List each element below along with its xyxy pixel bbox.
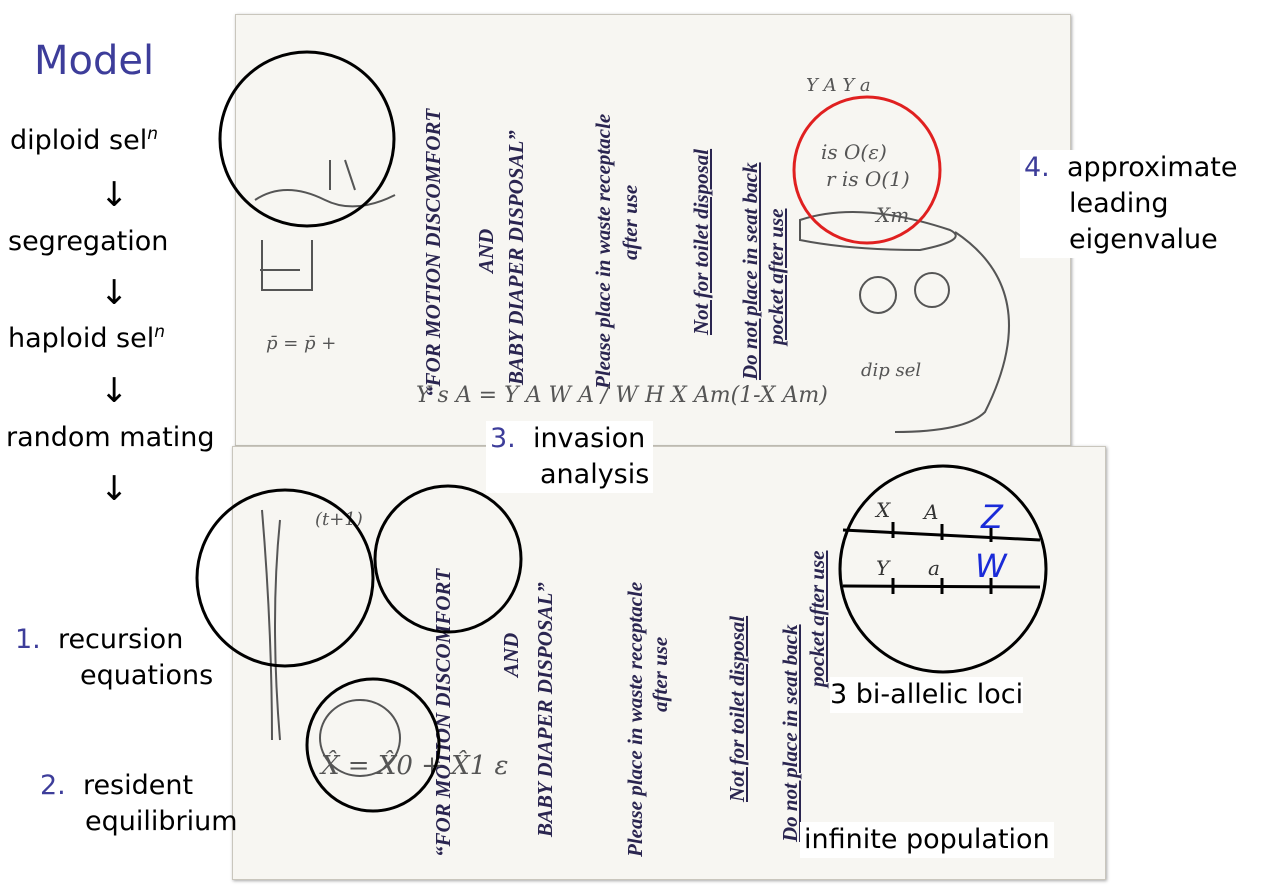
flow-arrow-down-icon: ↓ xyxy=(100,371,129,411)
step-4: 4. approximate leading eigenvalue xyxy=(1020,150,1242,258)
flow-diploid: diploid seln xyxy=(10,124,158,156)
circle-loci xyxy=(838,464,1048,674)
handwritten-dipsel: dip sel xyxy=(861,360,922,381)
circle-diploid-cell xyxy=(218,50,396,228)
population-label: infinite population xyxy=(800,822,1054,858)
loci-caption: 3 bi-allelic loci xyxy=(830,677,1024,713)
locus-label-w: W xyxy=(975,547,1007,585)
step-1: 1. recursion equations xyxy=(15,624,214,691)
flow-arrow-down-icon: ↓ xyxy=(100,175,129,215)
handwritten-eps: is O(ε) xyxy=(821,140,887,164)
locus-label-y: Y xyxy=(876,556,890,580)
locus-label-x: X xyxy=(876,498,891,522)
slide-title: Model xyxy=(34,38,155,84)
locus-label-a-lower: a xyxy=(928,556,940,580)
handwritten-alleles: Y A Y a xyxy=(806,75,871,96)
flow-arrow-down-icon: ↓ xyxy=(100,469,129,509)
step-2: 2. resident equilibrium xyxy=(40,770,238,837)
bag-photo-bottom: “FOR MOTION DISCOMFORT AND BABY DIAPER D… xyxy=(232,446,1106,880)
circle-recursion xyxy=(195,488,375,668)
step-3: 3. invasion analysis xyxy=(486,421,654,493)
handwritten-r: r is O(1) xyxy=(826,167,910,191)
handwritten-equation: Y s A = Y A W A / W H X Am(1-X Am) xyxy=(416,383,828,408)
locus-label-a-upper: A xyxy=(924,500,939,524)
scribble-marks xyxy=(254,159,1010,777)
circle-equilibrium xyxy=(305,677,441,813)
handwritten-pbar: p̄ = p̄ + xyxy=(266,333,337,354)
handwritten-t1: (t+1) xyxy=(315,509,363,530)
circle-invasion xyxy=(373,484,523,634)
flow-haploid: haploid seln xyxy=(8,322,166,354)
chromosome-lines xyxy=(842,522,1041,594)
flow-arrow-down-icon: ↓ xyxy=(100,273,129,313)
locus-label-z: Z xyxy=(981,498,1003,536)
flow-segregation: segregation xyxy=(8,226,169,257)
circle-eigenvalue xyxy=(792,95,942,245)
flow-random-mating: random mating xyxy=(6,422,215,453)
